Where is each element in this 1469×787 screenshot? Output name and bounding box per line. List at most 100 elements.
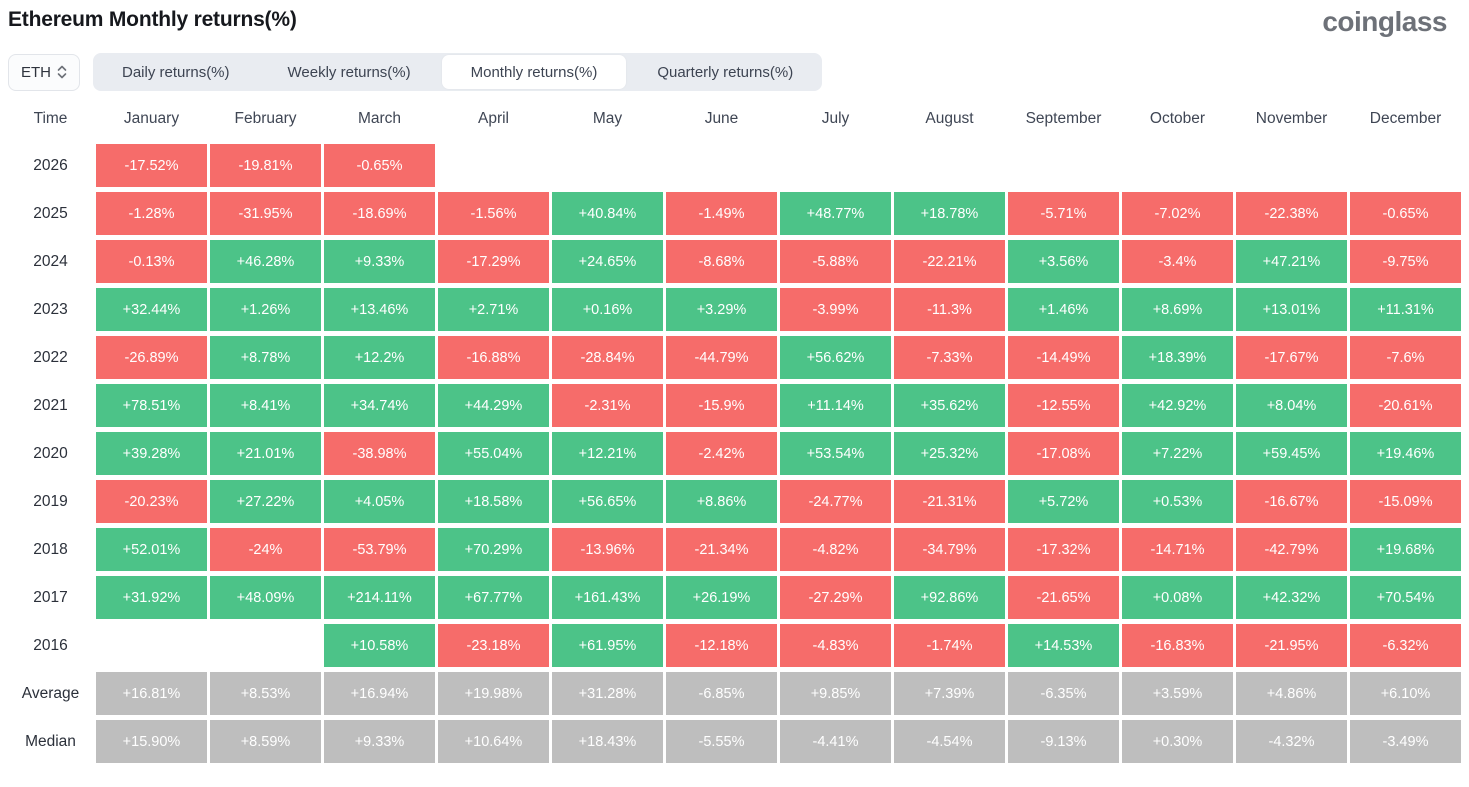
row-label-2025: 2025 (33, 204, 68, 222)
return-cell-2019-july: -24.77% (780, 480, 891, 523)
row-label-2026: 2026 (33, 156, 68, 174)
row-label-median: Median (25, 732, 76, 750)
returns-period-tabs: Daily returns(%) Weekly returns(%) Monthly… (93, 53, 823, 91)
tab-monthly-returns[interactable]: Monthly returns(%) (441, 55, 627, 89)
return-cell-2023-april: +2.71% (438, 288, 549, 331)
return-cell-2021-february: +8.41% (210, 384, 321, 427)
table-row-2018: 2018 +52.01% -24% -53.79% +70.29% -13.96% -21.… (8, 528, 1461, 571)
return-cell-2019-october: +0.53% (1122, 480, 1233, 523)
return-cell-2020-may: +12.21% (552, 432, 663, 475)
column-header-time: Time (33, 110, 68, 127)
return-cell-2026-july (780, 144, 891, 187)
return-cell-2020-july: +53.54% (780, 432, 891, 475)
column-header-october: October (1149, 110, 1206, 127)
coin-selector-value: ETH (21, 63, 51, 81)
return-cell-average-july: +9.85% (780, 672, 891, 715)
return-cell-2019-november: -16.67% (1236, 480, 1347, 523)
return-cell-median-march: +9.33% (324, 720, 435, 763)
return-cell-2016-august: -1.74% (894, 624, 1005, 667)
return-cell-2025-january: -1.28% (96, 192, 207, 235)
row-label-2021: 2021 (33, 396, 68, 414)
return-cell-average-october: +3.59% (1122, 672, 1233, 715)
return-cell-2025-june: -1.49% (666, 192, 777, 235)
return-cell-median-june: -5.55% (666, 720, 777, 763)
return-cell-2025-november: -22.38% (1236, 192, 1347, 235)
return-cell-2023-january: +32.44% (96, 288, 207, 331)
return-cell-2021-july: +11.14% (780, 384, 891, 427)
return-cell-2022-october: +18.39% (1122, 336, 1233, 379)
tab-weekly-returns[interactable]: Weekly returns(%) (259, 53, 440, 91)
return-cell-average-september: -6.35% (1008, 672, 1119, 715)
column-header-january: January (123, 110, 180, 127)
return-cell-2018-may: -13.96% (552, 528, 663, 571)
return-cell-2017-march: +214.11% (324, 576, 435, 619)
return-cell-2017-october: +0.08% (1122, 576, 1233, 619)
return-cell-2026-september (1008, 144, 1119, 187)
table-row-2023: 2023 +32.44% +1.26% +13.46% +2.71% +0.16% +3.2… (8, 288, 1461, 331)
return-cell-2025-may: +40.84% (552, 192, 663, 235)
return-cell-2017-january: +31.92% (96, 576, 207, 619)
return-cell-2021-april: +44.29% (438, 384, 549, 427)
return-cell-2021-november: +8.04% (1236, 384, 1347, 427)
return-cell-2018-january: +52.01% (96, 528, 207, 571)
return-cell-2026-january: -17.52% (96, 144, 207, 187)
return-cell-2021-may: -2.31% (552, 384, 663, 427)
return-cell-2018-february: -24% (210, 528, 321, 571)
return-cell-2019-september: +5.72% (1008, 480, 1119, 523)
return-cell-2019-august: -21.31% (894, 480, 1005, 523)
return-cell-2020-june: -2.42% (666, 432, 777, 475)
return-cell-2018-july: -4.82% (780, 528, 891, 571)
return-cell-2017-december: +70.54% (1350, 576, 1461, 619)
return-cell-average-february: +8.53% (210, 672, 321, 715)
return-cell-2026-november (1236, 144, 1347, 187)
return-cell-2016-may: +61.95% (552, 624, 663, 667)
return-cell-median-november: -4.32% (1236, 720, 1347, 763)
return-cell-2017-june: +26.19% (666, 576, 777, 619)
column-header-december: December (1369, 110, 1442, 127)
return-cell-2023-november: +13.01% (1236, 288, 1347, 331)
return-cell-2022-january: -26.89% (96, 336, 207, 379)
return-cell-2024-july: -5.88% (780, 240, 891, 283)
return-cell-2023-june: +3.29% (666, 288, 777, 331)
return-cell-2016-december: -6.32% (1350, 624, 1461, 667)
tab-daily-returns[interactable]: Daily returns(%) (93, 53, 259, 91)
return-cell-2018-august: -34.79% (894, 528, 1005, 571)
coin-selector[interactable]: ETH (8, 53, 80, 91)
return-cell-2026-october (1122, 144, 1233, 187)
return-cell-median-february: +8.59% (210, 720, 321, 763)
return-cell-2022-june: -44.79% (666, 336, 777, 379)
return-cell-2019-march: +4.05% (324, 480, 435, 523)
column-header-september: September (1025, 110, 1102, 127)
return-cell-2020-february: +21.01% (210, 432, 321, 475)
return-cell-2021-march: +34.74% (324, 384, 435, 427)
return-cell-2016-march: +10.58% (324, 624, 435, 667)
column-header-june: June (704, 110, 739, 127)
row-label-2020: 2020 (33, 444, 68, 462)
row-label-2018: 2018 (33, 540, 68, 558)
return-cell-2024-june: -8.68% (666, 240, 777, 283)
return-cell-2023-july: -3.99% (780, 288, 891, 331)
return-cell-2018-december: +19.68% (1350, 528, 1461, 571)
return-cell-2019-december: -15.09% (1350, 480, 1461, 523)
return-cell-2019-april: +18.58% (438, 480, 549, 523)
row-label-2016: 2016 (33, 636, 68, 654)
return-cell-2024-september: +3.56% (1008, 240, 1119, 283)
return-cell-median-may: +18.43% (552, 720, 663, 763)
return-cell-2018-march: -53.79% (324, 528, 435, 571)
return-cell-2016-january (96, 624, 207, 667)
return-cell-2023-december: +11.31% (1350, 288, 1461, 331)
return-cell-2024-february: +46.28% (210, 240, 321, 283)
tab-quarterly-returns[interactable]: Quarterly returns(%) (628, 53, 822, 91)
return-cell-2020-november: +59.45% (1236, 432, 1347, 475)
return-cell-2017-november: +42.32% (1236, 576, 1347, 619)
return-cell-2021-september: -12.55% (1008, 384, 1119, 427)
toolbar: ETH Daily returns(%) Weekly returns(%) Mon… (8, 53, 1461, 91)
column-header-may: May (592, 110, 623, 127)
return-cell-2023-may: +0.16% (552, 288, 663, 331)
table-row-2024: 2024 -0.13% +46.28% +9.33% -17.29% +24.65% -8.… (8, 240, 1461, 283)
topbar: Ethereum Monthly returns(%) coinglass (8, 6, 1461, 36)
return-cell-2025-september: -5.71% (1008, 192, 1119, 235)
return-cell-2022-february: +8.78% (210, 336, 321, 379)
return-cell-2018-november: -42.79% (1236, 528, 1347, 571)
table-row-2026: 2026 -17.52% -19.81% -0.65% (8, 144, 1461, 187)
